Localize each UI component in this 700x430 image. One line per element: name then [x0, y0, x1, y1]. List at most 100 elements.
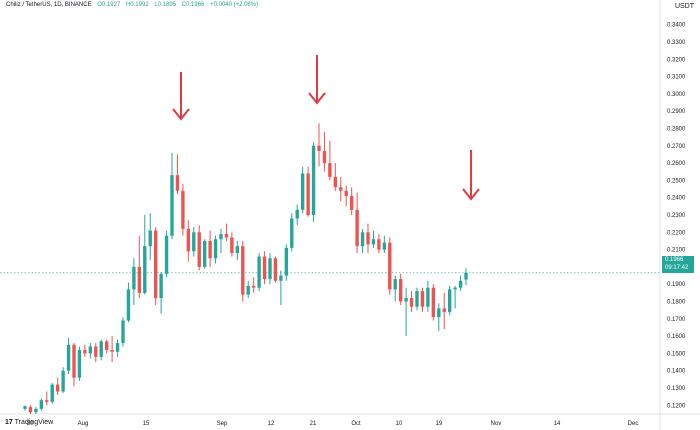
open-value: O0.1927: [97, 2, 121, 8]
candle-body: [164, 235, 169, 274]
candle-body: [284, 247, 289, 276]
candle-body: [143, 246, 147, 293]
candle-body: [77, 349, 82, 378]
candle-body: [230, 237, 234, 254]
currency-label[interactable]: USDT: [674, 3, 694, 10]
candle-body: [186, 228, 191, 252]
candle-body: [366, 232, 370, 245]
candle-body: [453, 287, 457, 290]
candle-body: [257, 256, 261, 288]
close-value: C0.1966: [181, 2, 205, 8]
x-tick-label: Aug: [78, 421, 89, 427]
x-tick-label: Sep: [217, 421, 228, 427]
y-tick-label: 0.3000: [667, 92, 686, 98]
candle-body: [409, 298, 414, 307]
candle-body: [328, 163, 332, 177]
candle-body: [333, 176, 338, 188]
x-tick-label: Nov: [491, 421, 502, 427]
candle-body: [104, 341, 109, 350]
x-tick-label: Oct: [351, 421, 361, 427]
candle-body: [344, 190, 348, 196]
candle-body: [192, 232, 196, 252]
candle-body: [175, 175, 180, 191]
candle-body: [393, 279, 397, 290]
candle-body: [377, 239, 381, 250]
y-tick-label: 0.2900: [667, 109, 686, 115]
high-value: H0.1992: [125, 2, 149, 8]
y-tick-label: 0.1400: [667, 369, 686, 375]
x-tick-label: 19: [436, 421, 443, 427]
candle-body: [170, 175, 174, 236]
candle-body: [447, 289, 452, 312]
y-tick-label: 0.3100: [667, 75, 686, 81]
candle-body: [382, 242, 387, 250]
candle-body: [181, 190, 185, 229]
candle-body: [322, 150, 327, 164]
annotation-arrow-head: [172, 108, 190, 121]
candle-body: [442, 308, 446, 312]
candle-body: [34, 408, 38, 413]
y-tick-label: 0.1500: [667, 351, 686, 357]
y-tick-label: 0.1700: [667, 317, 686, 323]
candle-body: [66, 344, 71, 371]
candle-body: [208, 240, 212, 259]
y-tick-label: 0.3400: [667, 23, 686, 29]
candle-body: [99, 341, 103, 357]
candle-body: [262, 256, 267, 280]
candle-body: [431, 287, 436, 318]
y-tick-label: 0.2800: [667, 126, 686, 132]
candle-body: [355, 209, 359, 247]
candle-body: [306, 173, 310, 215]
last-price-tag: 0.1966 09:17:42: [662, 256, 694, 273]
candle-body: [268, 258, 272, 280]
y-tick-label: 0.1600: [667, 334, 686, 340]
symbol-label[interactable]: Chiliz / TetherUS, 1D, BINANCE: [6, 2, 92, 8]
candle-body: [219, 234, 223, 240]
candle-body: [311, 145, 316, 215]
candle-body: [115, 343, 120, 352]
y-tick-label: 0.2400: [667, 196, 686, 202]
tv-logo-text: TradingView: [14, 419, 54, 426]
candle-body: [349, 195, 354, 210]
candle-body: [404, 298, 408, 302]
candle-body: [224, 234, 229, 238]
y-tick-label: 0.2300: [667, 213, 686, 219]
candle-body: [290, 218, 294, 248]
annotation-arrow-head: [462, 188, 480, 201]
chart-header: Chiliz / TetherUS, 1D, BINANCE O0.1927 H…: [6, 2, 262, 8]
candle-body: [388, 242, 392, 290]
candle-body: [339, 187, 343, 191]
x-tick-label: 12: [268, 421, 275, 427]
y-tick-label: 0.2500: [667, 178, 686, 184]
candle-body: [94, 346, 98, 357]
candle-body: [153, 230, 158, 299]
candle-body: [197, 232, 201, 267]
candle-body: [241, 246, 245, 295]
candle-body: [360, 232, 365, 247]
candle-body: [235, 246, 240, 254]
candle-body: [55, 384, 60, 392]
candle-body: [371, 239, 376, 245]
candle-body: [273, 258, 278, 281]
y-tick-label: 0.1800: [667, 300, 686, 306]
candle-body: [246, 285, 250, 295]
candle-body: [72, 344, 76, 378]
y-tick-label: 0.2600: [667, 161, 686, 167]
candle-body: [317, 145, 321, 151]
y-tick-label: 0.2100: [667, 248, 686, 254]
candle-body: [83, 349, 87, 354]
candle-body: [23, 406, 27, 409]
candle-body: [202, 240, 207, 267]
candle-body: [45, 400, 49, 402]
candle-body: [132, 266, 136, 290]
tradingview-logo[interactable]: 17 TradingView: [5, 419, 53, 426]
candle-body: [61, 370, 65, 392]
low-value: L0.1895: [154, 2, 177, 8]
candle-body: [137, 266, 142, 293]
candle-body: [415, 291, 419, 307]
bar-countdown: 09:17:42: [665, 265, 689, 271]
candle-body: [464, 272, 468, 280]
tv-logo-mark: 17: [5, 419, 13, 426]
candle-body: [398, 279, 403, 302]
